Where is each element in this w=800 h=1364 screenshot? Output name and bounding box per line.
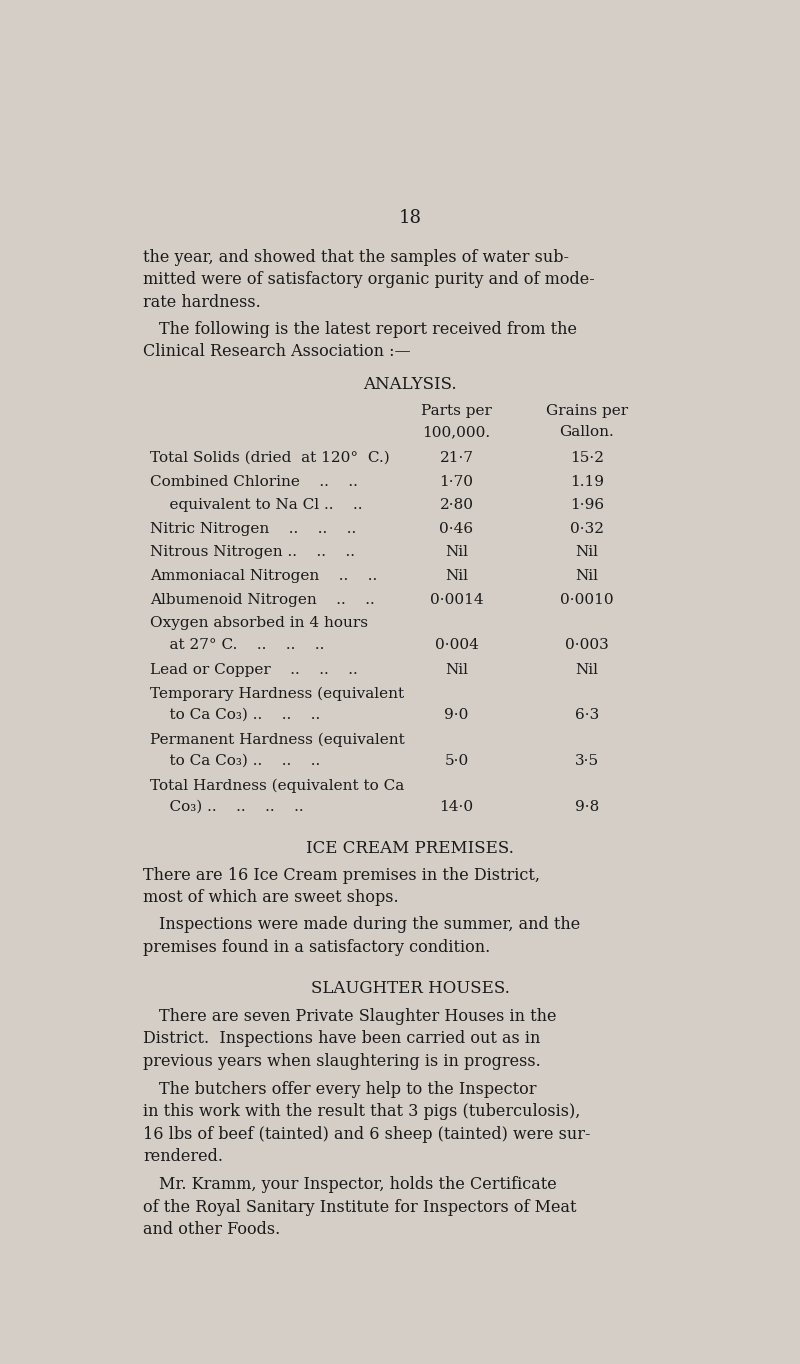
Text: in this work with the result that 3 pigs (tuberculosis),: in this work with the result that 3 pigs… <box>143 1103 581 1120</box>
Text: Parts per: Parts per <box>421 404 492 417</box>
Text: 9·0: 9·0 <box>444 708 469 722</box>
Text: Ammoniacal Nitrogen    ..    ..: Ammoniacal Nitrogen .. .. <box>150 569 377 582</box>
Text: and other Foods.: and other Foods. <box>143 1221 281 1239</box>
Text: Combined Chlorine    ..    ..: Combined Chlorine .. .. <box>150 475 358 488</box>
Text: premises found in a satisfactory condition.: premises found in a satisfactory conditi… <box>143 938 490 956</box>
Text: of the Royal Sanitary Institute for Inspectors of Meat: of the Royal Sanitary Institute for Insp… <box>143 1199 577 1215</box>
Text: Oxygen absorbed in 4 hours: Oxygen absorbed in 4 hours <box>150 617 368 630</box>
Text: 0·0014: 0·0014 <box>430 593 483 607</box>
Text: 15·2: 15·2 <box>570 451 604 465</box>
Text: Inspections were made during the summer, and the: Inspections were made during the summer,… <box>143 917 581 933</box>
Text: the year, and showed that the samples of water sub-: the year, and showed that the samples of… <box>143 248 570 266</box>
Text: 0·003: 0·003 <box>565 638 609 652</box>
Text: Nitrous Nitrogen ..    ..    ..: Nitrous Nitrogen .. .. .. <box>150 546 354 559</box>
Text: Nitric Nitrogen    ..    ..    ..: Nitric Nitrogen .. .. .. <box>150 522 356 536</box>
Text: SLAUGHTER HOUSES.: SLAUGHTER HOUSES. <box>310 981 510 997</box>
Text: 5·0: 5·0 <box>444 754 469 768</box>
Text: 3·5: 3·5 <box>574 754 598 768</box>
Text: 1·70: 1·70 <box>439 475 474 488</box>
Text: at 27° C.    ..    ..    ..: at 27° C. .. .. .. <box>150 638 324 652</box>
Text: 0·0010: 0·0010 <box>560 593 614 607</box>
Text: to Ca Co₃) ..    ..    ..: to Ca Co₃) .. .. .. <box>150 754 320 768</box>
Text: Nil: Nil <box>445 569 468 582</box>
Text: equivalent to Na Cl ..    ..: equivalent to Na Cl .. .. <box>150 498 362 513</box>
Text: to Ca Co₃) ..    ..    ..: to Ca Co₃) .. .. .. <box>150 708 320 722</box>
Text: Mr. Kramm, your Inspector, holds the Certificate: Mr. Kramm, your Inspector, holds the Cer… <box>143 1176 557 1194</box>
Text: 18: 18 <box>398 209 422 226</box>
Text: 6·3: 6·3 <box>574 708 599 722</box>
Text: rate hardness.: rate hardness. <box>143 293 261 311</box>
Text: Nil: Nil <box>575 663 598 677</box>
Text: Clinical Research Association :—: Clinical Research Association :— <box>143 344 411 360</box>
Text: Albumenoid Nitrogen    ..    ..: Albumenoid Nitrogen .. .. <box>150 593 374 607</box>
Text: 1·96: 1·96 <box>570 498 604 513</box>
Text: mitted were of satisfactory organic purity and of mode-: mitted were of satisfactory organic puri… <box>143 271 595 288</box>
Text: Nil: Nil <box>445 663 468 677</box>
Text: rendered.: rendered. <box>143 1148 223 1165</box>
Text: There are 16 Ice Cream premises in the District,: There are 16 Ice Cream premises in the D… <box>143 868 541 884</box>
Text: There are seven Private Slaughter Houses in the: There are seven Private Slaughter Houses… <box>143 1008 557 1024</box>
Text: previous years when slaughtering is in progress.: previous years when slaughtering is in p… <box>143 1053 541 1069</box>
Text: 16 lbs of beef (tainted) and 6 sheep (tainted) were sur-: 16 lbs of beef (tainted) and 6 sheep (ta… <box>143 1125 591 1143</box>
Text: 21·7: 21·7 <box>439 451 474 465</box>
Text: 0·32: 0·32 <box>570 522 604 536</box>
Text: Nil: Nil <box>445 546 468 559</box>
Text: Grains per: Grains per <box>546 404 628 417</box>
Text: Total Hardness (equivalent to Ca: Total Hardness (equivalent to Ca <box>150 779 404 792</box>
Text: Lead or Copper    ..    ..    ..: Lead or Copper .. .. .. <box>150 663 358 677</box>
Text: Co₃) ..    ..    ..    ..: Co₃) .. .. .. .. <box>150 801 303 814</box>
Text: The following is the latest report received from the: The following is the latest report recei… <box>143 321 578 338</box>
Text: 100,000.: 100,000. <box>422 426 490 439</box>
Text: Nil: Nil <box>575 569 598 582</box>
Text: Total Solids (dried  at 120°  C.): Total Solids (dried at 120° C.) <box>150 451 390 465</box>
Text: most of which are sweet shops.: most of which are sweet shops. <box>143 889 399 907</box>
Text: The butchers offer every help to the Inspector: The butchers offer every help to the Ins… <box>143 1080 537 1098</box>
Text: Permanent Hardness (equivalent: Permanent Hardness (equivalent <box>150 732 404 747</box>
Text: Nil: Nil <box>575 546 598 559</box>
Text: 1.19: 1.19 <box>570 475 604 488</box>
Text: 2·80: 2·80 <box>439 498 474 513</box>
Text: 0·004: 0·004 <box>434 638 478 652</box>
Text: 14·0: 14·0 <box>439 801 474 814</box>
Text: 9·8: 9·8 <box>574 801 599 814</box>
Text: Gallon.: Gallon. <box>559 426 614 439</box>
Text: ANALYSIS.: ANALYSIS. <box>363 376 457 393</box>
Text: ICE CREAM PREMISES.: ICE CREAM PREMISES. <box>306 839 514 857</box>
Text: Temporary Hardness (equivalent: Temporary Hardness (equivalent <box>150 686 404 701</box>
Text: 0·46: 0·46 <box>439 522 474 536</box>
Text: District.  Inspections have been carried out as in: District. Inspections have been carried … <box>143 1030 541 1048</box>
